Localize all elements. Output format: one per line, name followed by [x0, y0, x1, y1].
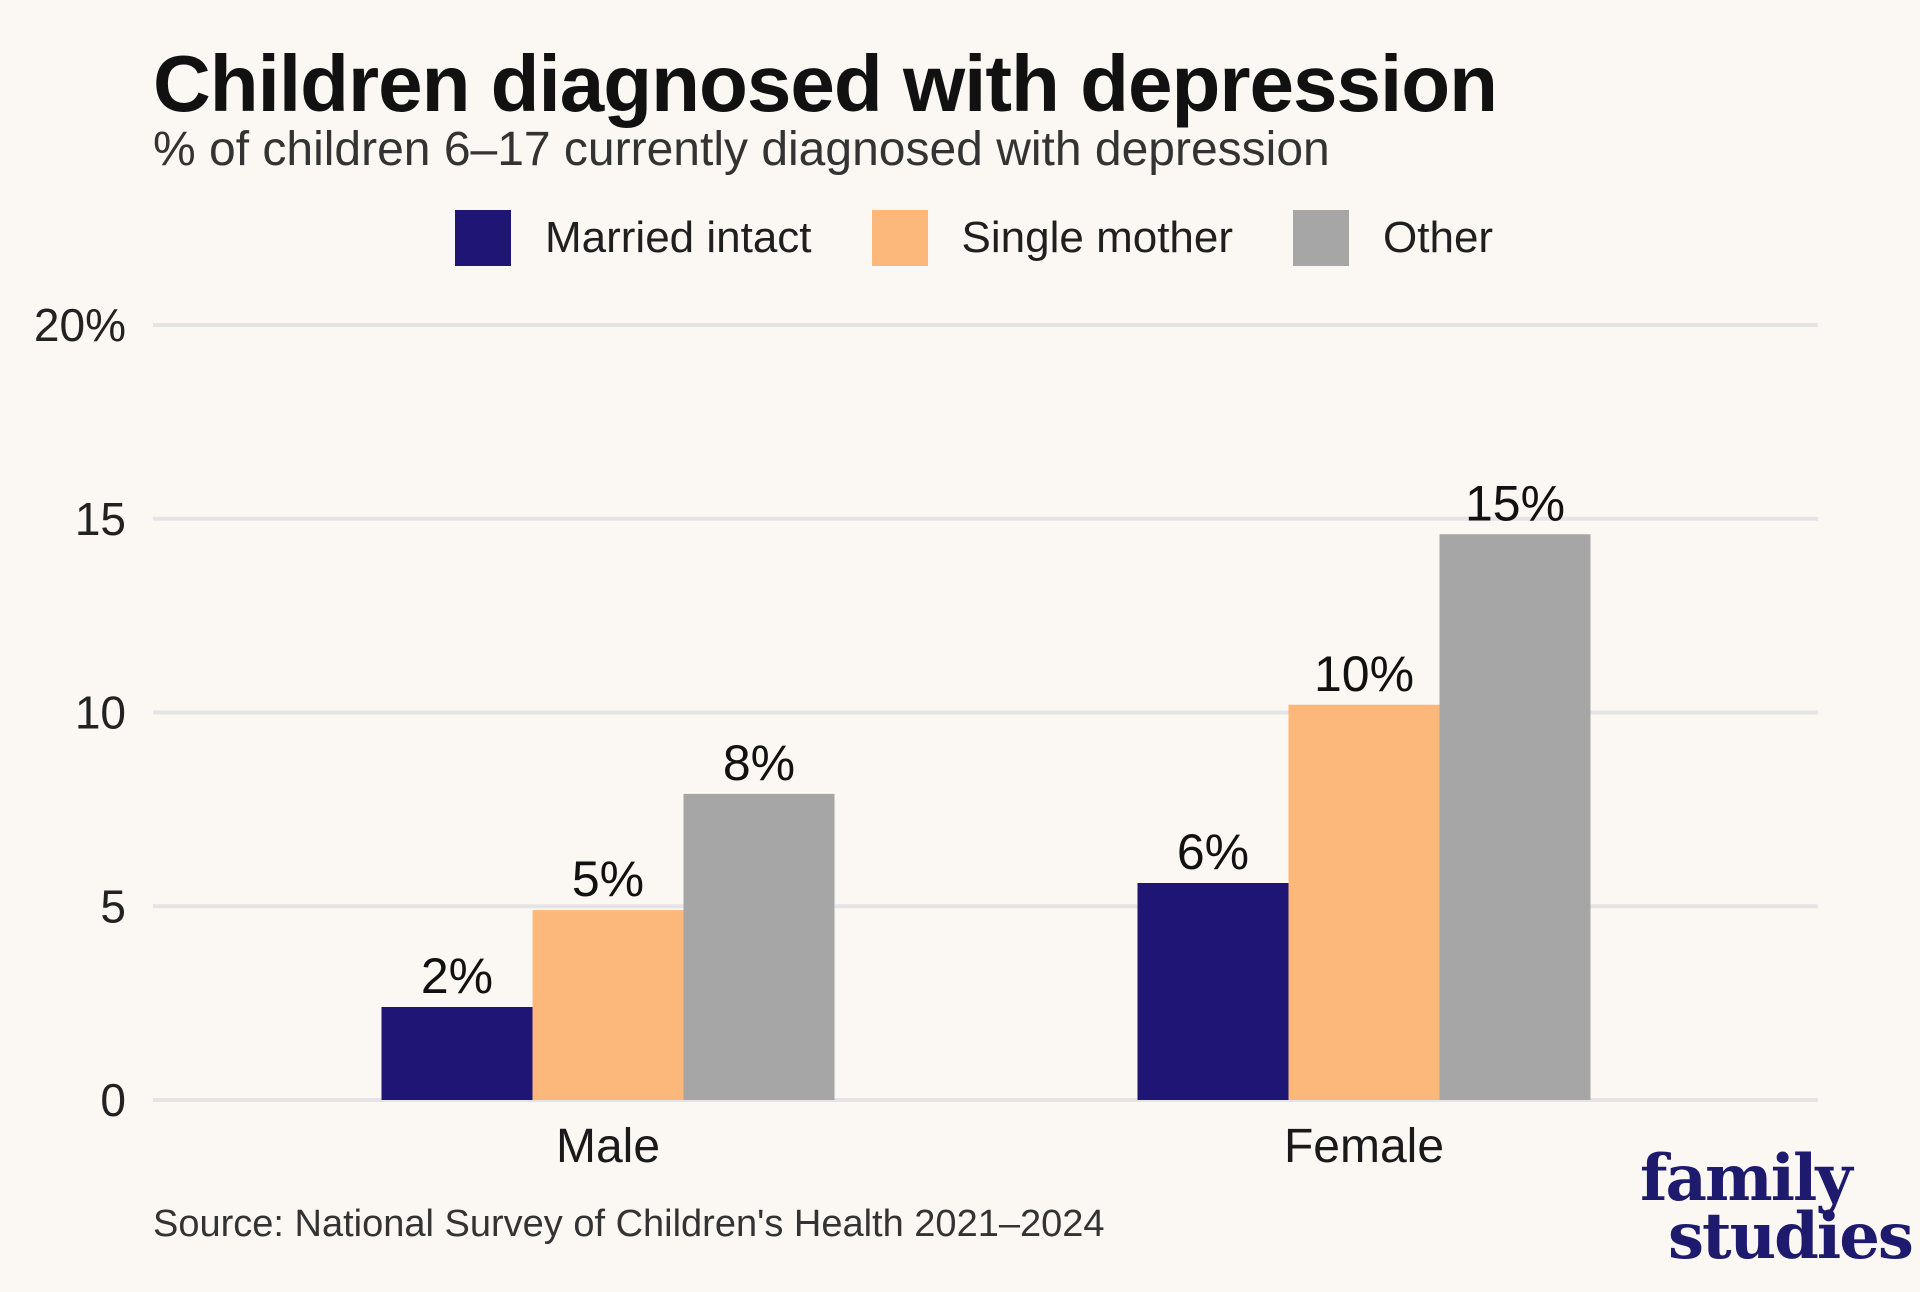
- bar-male-married-intact: [381, 1007, 533, 1100]
- x-tick-label-male: Male: [556, 1120, 660, 1173]
- chart-title: Children diagnosed with depression: [153, 39, 1498, 128]
- legend-label-single-mother: Single mother: [961, 213, 1234, 262]
- chart-subtitle: % of children 6–17 currently diagnosed w…: [153, 123, 1330, 176]
- x-tick-label-female: Female: [1284, 1120, 1444, 1173]
- data-label-male-single-mother: 5%: [572, 851, 644, 907]
- legend-swatch-single-mother: [871, 210, 928, 266]
- family-studies-logo[interactable]: family studies: [1638, 1141, 1914, 1274]
- legend-item-single-mother: Single mother: [871, 210, 1234, 266]
- legend-item-other: Other: [1293, 210, 1493, 266]
- source-note: Source: National Survey of Children's He…: [153, 1203, 1105, 1245]
- y-tick-label-15: 15: [75, 493, 126, 545]
- bar-male-single-mother: [532, 910, 684, 1100]
- legend-label-married-intact: Married intact: [545, 213, 812, 262]
- y-tick-label-0: 0: [100, 1074, 126, 1126]
- legend-swatch-married-intact: [455, 210, 511, 266]
- y-tick-label-5: 5: [100, 880, 126, 932]
- data-label-female-other: 15%: [1465, 475, 1565, 531]
- logo-line-2: studies: [1668, 1199, 1914, 1274]
- data-label-female-single-mother: 10%: [1314, 646, 1414, 702]
- data-label-female-married-intact: 6%: [1177, 824, 1249, 880]
- data-label-male-married-intact: 2%: [421, 948, 493, 1004]
- logo-line-1: family: [1640, 1141, 1853, 1216]
- legend-item-married-intact: Married intact: [455, 210, 812, 266]
- legend-label-other: Other: [1383, 213, 1494, 262]
- legend: Married intact Single mother Other: [455, 210, 1553, 266]
- bar-female-other: [1439, 534, 1591, 1100]
- bar-male-other: [683, 793, 835, 1100]
- y-tick-label-20: 20%: [34, 299, 126, 351]
- y-tick-label-10: 10: [75, 687, 126, 739]
- bar-female-married-intact: [1137, 883, 1289, 1100]
- data-label-male-other: 8%: [723, 735, 795, 791]
- bar-female-single-mother: [1288, 704, 1440, 1100]
- legend-swatch-other: [1293, 210, 1350, 266]
